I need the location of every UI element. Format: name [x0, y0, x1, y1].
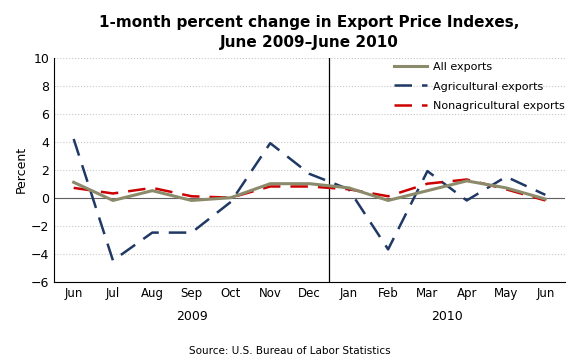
Agricultural exports [345, 187, 352, 192]
Nonagricultural exports [463, 177, 470, 182]
Line: All exports: All exports [74, 181, 545, 201]
Nonagricultural exports [385, 194, 392, 198]
All exports [306, 181, 313, 186]
Nonagricultural exports [424, 181, 431, 186]
Agricultural exports [463, 198, 470, 203]
Agricultural exports [542, 193, 549, 197]
All exports [110, 198, 117, 203]
Agricultural exports [306, 172, 313, 176]
Agricultural exports [227, 200, 234, 204]
Agricultural exports [70, 137, 77, 141]
Y-axis label: Percent: Percent [15, 146, 28, 193]
Legend: All exports, Agricultural exports, Nonagricultural exports: All exports, Agricultural exports, Nonag… [394, 61, 564, 111]
All exports [502, 186, 509, 190]
All exports [542, 197, 549, 201]
Nonagricultural exports [227, 195, 234, 200]
Line: Agricultural exports: Agricultural exports [74, 139, 545, 261]
Nonagricultural exports [188, 194, 195, 198]
Text: Source: U.S. Bureau of Labor Statistics: Source: U.S. Bureau of Labor Statistics [189, 346, 391, 356]
All exports [424, 189, 431, 193]
Nonagricultural exports [502, 187, 509, 192]
Agricultural exports [385, 247, 392, 252]
Agricultural exports [149, 230, 156, 235]
Line: Nonagricultural exports: Nonagricultural exports [74, 180, 545, 201]
All exports [345, 186, 352, 190]
Agricultural exports [502, 175, 509, 179]
All exports [188, 198, 195, 203]
Agricultural exports [188, 230, 195, 235]
All exports [267, 181, 274, 186]
Agricultural exports [267, 141, 274, 145]
Title: 1-month percent change in Export Price Indexes,
June 2009–June 2010: 1-month percent change in Export Price I… [99, 15, 520, 50]
Agricultural exports [424, 169, 431, 173]
All exports [149, 189, 156, 193]
Nonagricultural exports [306, 184, 313, 189]
Nonagricultural exports [542, 198, 549, 203]
Nonagricultural exports [149, 186, 156, 190]
Nonagricultural exports [267, 184, 274, 189]
Text: 2009: 2009 [176, 310, 208, 323]
All exports [463, 179, 470, 183]
Nonagricultural exports [110, 191, 117, 195]
All exports [385, 198, 392, 203]
All exports [70, 180, 77, 184]
Nonagricultural exports [345, 187, 352, 192]
Text: 2010: 2010 [431, 310, 463, 323]
All exports [227, 195, 234, 200]
Agricultural exports [110, 258, 117, 263]
Nonagricultural exports [70, 186, 77, 190]
